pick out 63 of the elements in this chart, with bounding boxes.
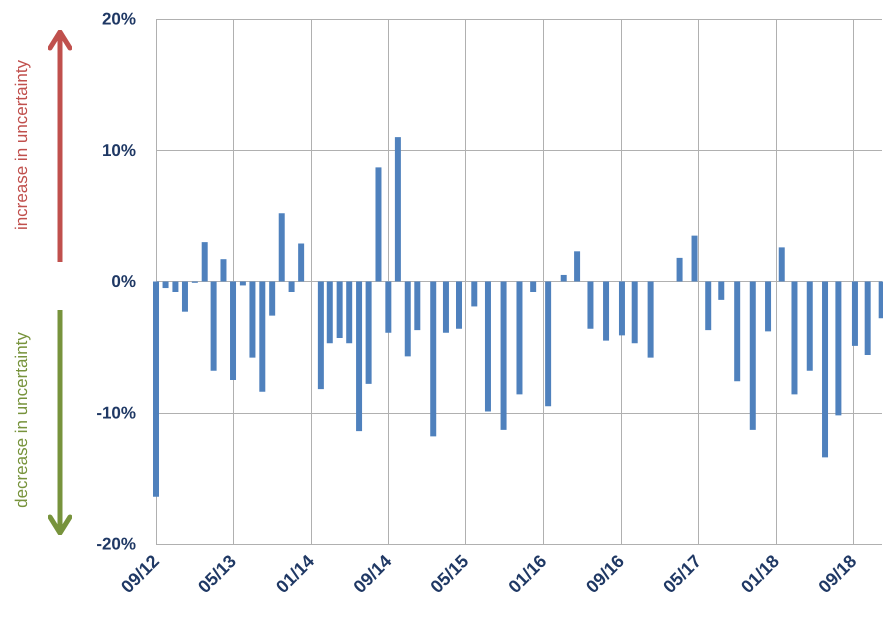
bar xyxy=(249,282,256,358)
y-tick-label: -20% xyxy=(96,534,136,554)
bar xyxy=(366,282,372,384)
bar xyxy=(822,282,828,458)
bar xyxy=(230,282,236,380)
bar xyxy=(202,242,208,282)
y-tick-label: 20% xyxy=(102,10,136,28)
bar xyxy=(430,282,436,436)
bar xyxy=(692,236,698,282)
bar xyxy=(718,282,724,300)
bar xyxy=(414,282,420,330)
bar xyxy=(278,213,285,282)
bar xyxy=(778,247,785,282)
bar xyxy=(471,282,478,306)
bar xyxy=(618,282,625,336)
bar xyxy=(791,282,798,394)
bar xyxy=(750,282,756,430)
bar xyxy=(587,282,594,329)
bar xyxy=(530,282,536,292)
bar xyxy=(705,282,712,330)
bar xyxy=(852,282,858,346)
bar xyxy=(375,167,382,282)
bar xyxy=(404,282,411,356)
y-tick-label: 10% xyxy=(102,140,136,160)
y-tick-label: -10% xyxy=(96,403,136,422)
bar xyxy=(210,282,217,371)
bar xyxy=(356,282,362,432)
bar xyxy=(182,282,188,312)
bar xyxy=(648,282,654,358)
bar xyxy=(269,282,276,316)
bar xyxy=(298,243,304,282)
bar xyxy=(220,259,226,282)
bar xyxy=(240,282,246,286)
bar xyxy=(288,282,295,292)
bar xyxy=(734,282,740,382)
bar xyxy=(560,274,567,282)
bar xyxy=(162,282,169,288)
bar xyxy=(385,282,392,333)
bar xyxy=(394,137,401,282)
bar xyxy=(574,251,580,282)
bar xyxy=(172,282,178,292)
text: increase in uncertainty xyxy=(12,60,32,230)
bar xyxy=(153,282,159,497)
bar xyxy=(336,282,343,338)
bar xyxy=(346,282,352,344)
bar xyxy=(632,282,638,344)
bar xyxy=(806,282,813,371)
bar xyxy=(864,282,871,355)
bar xyxy=(603,282,610,341)
bar xyxy=(318,282,324,390)
bar xyxy=(484,282,491,412)
bar xyxy=(516,282,522,394)
text: decrease in uncertainty xyxy=(12,332,32,508)
bar xyxy=(676,258,683,282)
bar xyxy=(326,282,333,344)
bar xyxy=(259,282,266,392)
bar xyxy=(456,282,462,329)
bar xyxy=(545,282,552,406)
bar xyxy=(500,282,507,430)
bar xyxy=(835,282,842,416)
y-tick-label: 0% xyxy=(111,272,136,291)
bar xyxy=(442,282,449,333)
bar xyxy=(765,282,772,332)
